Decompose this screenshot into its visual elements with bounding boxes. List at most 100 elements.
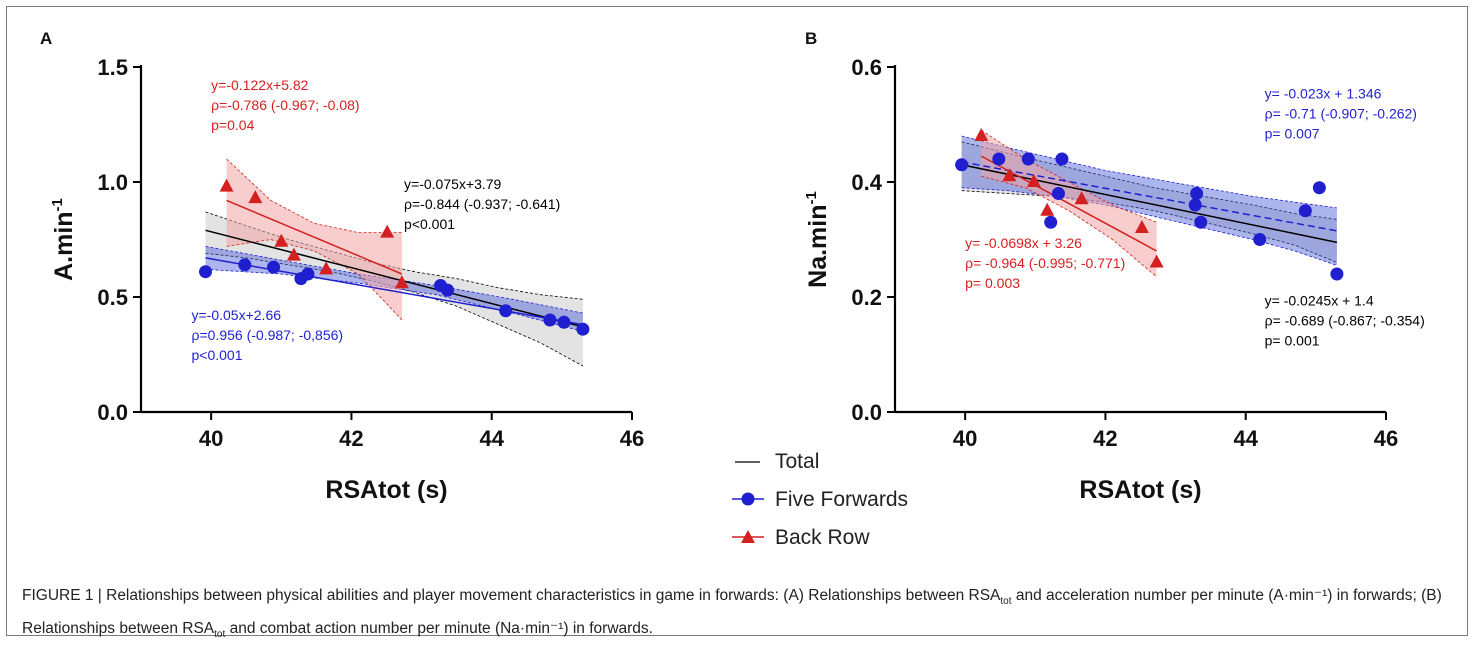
- legend-forwards-marker: [741, 492, 755, 506]
- panel-a-annotation-forwards-line-1: ρ=0.956 (-0.987; -0,856): [192, 327, 344, 343]
- panel-a-backrow-point-0: [219, 178, 234, 192]
- panel-b-annotation-total: y= -0.0245x + 1.4 ρ= -0.689 (-0.867; -0.3…: [1265, 293, 1425, 349]
- legend-forwards-label: Five Forwards: [775, 488, 908, 511]
- panel-a-annotation-forwards: y=-0.05x+2.66 ρ=0.956 (-0.987; -0,856) p<0…: [192, 307, 344, 363]
- panel-b-y-axis-label-sup: -1: [803, 191, 820, 204]
- panel-b-total-ci-band: [961, 141, 1337, 263]
- panel-a-total-fit-line: [205, 229, 584, 328]
- panel-b-forwards-point-8: [1194, 215, 1208, 229]
- panel-b-forwards-point-4: [1051, 187, 1065, 200]
- panel-a-letter: A: [40, 29, 52, 48]
- panel-a-y-tick-label-1: 0.5: [97, 285, 128, 310]
- panel-b-backrow-ci-lower: [981, 175, 1157, 278]
- panel-b-annotation-forwards-line-0: y= -0.023x + 1.346: [1265, 86, 1382, 102]
- panel-b-total-fit-line: [961, 164, 1338, 244]
- panel-a-annotation-backrow-line-0: y=-0.122x+5.82: [211, 77, 309, 93]
- panel-b-forwards-point-9: [1253, 233, 1267, 246]
- panel-b-forwards-point-6: [1188, 198, 1202, 212]
- panel-b-y-tick-label-2: 0.4: [851, 170, 882, 195]
- panel-a-x-axis-label: RSAtot (s): [325, 476, 447, 504]
- caption-mid: and acceleration number per minute (A·mi…: [22, 587, 1442, 638]
- caption-tail: and combat action number per minute (Na·…: [225, 620, 653, 638]
- panel-b-forwards-point-10: [1298, 204, 1312, 218]
- panel-b-y-axis-label: Na.min-1: [803, 191, 832, 288]
- panel-a-annotation-forwards-line-0: y=-0.05x+2.66: [192, 307, 282, 323]
- panel-b-backrow-point-3: [1040, 202, 1055, 216]
- panel-a-forwards-point-8: [543, 313, 557, 327]
- panel-b-backrow-point-6: [1149, 254, 1164, 268]
- panel-a-forwards-ci-band: [205, 246, 583, 332]
- legend: Total Five Forwards Back Row: [732, 450, 908, 549]
- panel-a-backrow-ci-lower: [226, 239, 403, 321]
- panel-b-annotation-forwards-line-2: p= 0.007: [1265, 126, 1320, 142]
- panel-b-forwards-point-12: [1330, 267, 1344, 281]
- caption-sub-2: tot: [214, 629, 226, 641]
- panel-b-annotation-total-line-1: ρ= -0.689 (-0.867; -0.354): [1265, 313, 1425, 329]
- panel-b-annotation-forwards: y= -0.023x + 1.346 ρ= -0.71 (-0.907; -0.2…: [1265, 86, 1417, 142]
- panel-a-forwards-point-10: [576, 322, 590, 336]
- panel-a-forwards-point-1: [238, 258, 252, 272]
- panel-b-forwards-point-5: [1055, 152, 1069, 166]
- panel-a-annotation-forwards-line-2: p<0.001: [192, 347, 243, 363]
- panel-a-forwards-point-4: [301, 267, 315, 281]
- panel-b-y-axis-label-text: Na.min: [804, 204, 832, 287]
- panel-b-forwards-point-3: [1044, 215, 1058, 229]
- panel-a-y-axis-label-sup: -1: [49, 198, 66, 211]
- panel-a-annotation-total-line-1: ρ=-0.844 (-0.937; -0.641): [404, 196, 560, 212]
- figure-caption: FIGURE 1 | Relationships between physica…: [22, 582, 1452, 648]
- panel-a-backrow-point-4: [319, 261, 334, 275]
- panel-a-annotation-total-line-2: p<0.001: [404, 216, 455, 232]
- panel-a-annotation-backrow-line-2: p=0.04: [211, 117, 254, 133]
- panel-a-x-tick-label-0: 40: [199, 426, 223, 451]
- panel-b-annotation-backrow: y= -0.0698x + 3.26 ρ= -0.964 (-0.995; -0.…: [965, 235, 1125, 291]
- panel-a-forwards-point-7: [499, 304, 513, 318]
- panel-a-backrow-ci-upper: [226, 158, 402, 234]
- caption-sub-1: tot: [1000, 596, 1012, 608]
- panel-b: B 0.0 0.2 0.4 0.6 40 42 44 46 RSAtot (s) Na.min-1 y…: [803, 29, 1425, 504]
- panel-b-annotation-backrow-line-0: y= -0.0698x + 3.26: [965, 235, 1082, 251]
- panel-b-x-tick-label-2: 44: [1233, 426, 1258, 451]
- panel-b-forwards-point-11: [1312, 181, 1326, 195]
- panel-b-y-tick-label-1: 0.2: [851, 285, 882, 310]
- panel-a-backrow-point-1: [248, 190, 263, 204]
- panel-b-y-tick-label-0: 0.0: [851, 400, 882, 425]
- panel-b-x-tick-label-1: 42: [1093, 426, 1117, 451]
- panel-b-annotation-forwards-line-1: ρ= -0.71 (-0.907; -0.262): [1265, 106, 1417, 122]
- panel-a-total-ci-band: [205, 211, 583, 366]
- panel-a-forwards-point-0: [199, 265, 213, 279]
- panel-b-forwards-point-1: [992, 152, 1006, 166]
- panel-b-backrow-point-5: [1134, 220, 1149, 233]
- panel-b-total-ci-upper: [961, 141, 1337, 220]
- panel-a-y-tick-label-3: 1.5: [97, 55, 128, 80]
- panel-a-x-tick-label-3: 46: [620, 426, 644, 451]
- panel-b-forwards-ci-band: [961, 136, 1337, 266]
- panel-b-x-tick-label-3: 46: [1374, 426, 1398, 451]
- panel-b-backrow-point-2: [1026, 174, 1041, 187]
- panel-b-forwards-point-2: [1021, 152, 1035, 166]
- panel-b-annotation-total-line-0: y= -0.0245x + 1.4: [1265, 293, 1374, 309]
- caption-lead: FIGURE 1 | Relationships between physica…: [22, 587, 1001, 604]
- panel-b-annotation-backrow-line-2: p= 0.003: [965, 275, 1020, 291]
- panel-a-x-tick-label-1: 42: [339, 426, 363, 451]
- panel-b-annotation-backrow-line-1: ρ= -0.964 (-0.995; -0.771): [965, 255, 1125, 271]
- panel-b-letter: B: [805, 29, 817, 48]
- legend-total-label: Total: [775, 450, 819, 473]
- panel-b-x-axis-label: RSAtot (s): [1079, 476, 1201, 504]
- panel-a-backrow-ci-band: [226, 159, 402, 320]
- panel-b-backrow-ci-upper: [981, 129, 1157, 223]
- panel-a-annotation-backrow-line-1: ρ=-0.786 (-0.967; -0.08): [211, 97, 359, 113]
- panel-b-y-tick-label-3: 0.6: [851, 55, 882, 80]
- legend-backrow-marker: [741, 530, 755, 543]
- panel-a-forwards-point-2: [267, 260, 281, 274]
- panel-b-forwards-point-7: [1190, 187, 1204, 200]
- panel-b-backrow-point-4: [1074, 191, 1089, 205]
- panel-b-forwards-point-0: [955, 158, 969, 172]
- legend-backrow-label: Back Row: [775, 526, 870, 549]
- panel-a-annotation-backrow: y=-0.122x+5.82 ρ=-0.786 (-0.967; -0.08) p=…: [211, 77, 359, 133]
- panel-a-annotation-total-line-0: y=-0.075x+3.79: [404, 176, 502, 192]
- panel-b-forwards-ci-upper: [961, 135, 1337, 209]
- panel-b-forwards-ci-lower: [961, 187, 1338, 266]
- panel-a-backrow-point-3: [286, 247, 301, 261]
- panel-a-y-tick-label-2: 1.0: [97, 170, 128, 195]
- panel-a-forwards-point-9: [557, 315, 571, 329]
